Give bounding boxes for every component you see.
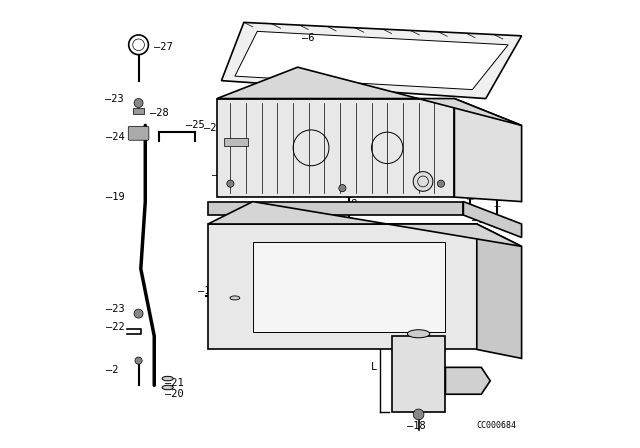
- Text: —6: —6: [302, 33, 315, 43]
- Text: —18: —18: [407, 421, 426, 431]
- Circle shape: [134, 99, 143, 108]
- Text: —2: —2: [106, 365, 118, 375]
- Text: —22: —22: [106, 322, 125, 332]
- Text: —17: —17: [436, 327, 454, 336]
- Text: —11: —11: [472, 244, 491, 254]
- Polygon shape: [454, 99, 522, 202]
- Text: —4: —4: [212, 170, 225, 180]
- Text: —23: —23: [106, 304, 125, 314]
- Text: —5: —5: [428, 170, 440, 180]
- Circle shape: [227, 180, 234, 187]
- Text: CC000684: CC000684: [477, 421, 517, 430]
- Circle shape: [413, 172, 433, 191]
- Ellipse shape: [408, 330, 430, 338]
- Text: —28: —28: [150, 108, 168, 118]
- Text: —25: —25: [186, 121, 204, 130]
- Polygon shape: [217, 67, 522, 125]
- Bar: [224, 138, 248, 146]
- Text: —26: —26: [204, 123, 222, 133]
- Polygon shape: [235, 31, 508, 90]
- Ellipse shape: [230, 296, 240, 300]
- Polygon shape: [445, 367, 490, 394]
- Text: —23: —23: [105, 94, 124, 103]
- FancyBboxPatch shape: [128, 126, 149, 140]
- Circle shape: [437, 180, 445, 187]
- Polygon shape: [392, 336, 445, 412]
- Polygon shape: [217, 99, 454, 197]
- Text: —12: —12: [230, 286, 248, 296]
- Polygon shape: [208, 202, 522, 246]
- Text: —27: —27: [154, 42, 173, 52]
- Text: —15: —15: [451, 280, 470, 289]
- Polygon shape: [208, 202, 463, 215]
- Text: —9: —9: [216, 239, 228, 249]
- Bar: [132, 108, 144, 114]
- Text: —13: —13: [198, 286, 217, 296]
- Polygon shape: [463, 202, 522, 237]
- Text: —24: —24: [106, 132, 125, 142]
- Polygon shape: [477, 224, 522, 358]
- Circle shape: [339, 185, 346, 192]
- Circle shape: [134, 309, 143, 318]
- Text: L: L: [371, 362, 377, 372]
- Circle shape: [413, 409, 424, 420]
- Ellipse shape: [162, 376, 173, 381]
- Text: —7: —7: [472, 179, 485, 189]
- Polygon shape: [221, 22, 522, 99]
- Text: —21: —21: [165, 378, 184, 388]
- Text: —19: —19: [106, 192, 125, 202]
- Circle shape: [135, 357, 142, 364]
- Text: —1: —1: [262, 141, 275, 151]
- Text: —8: —8: [345, 199, 357, 209]
- Text: —14: —14: [472, 215, 491, 224]
- Text: —16: —16: [436, 340, 455, 350]
- Ellipse shape: [162, 385, 173, 390]
- Text: —10: —10: [496, 179, 515, 189]
- Polygon shape: [253, 242, 445, 332]
- Polygon shape: [208, 224, 477, 349]
- Text: —20: —20: [165, 389, 184, 399]
- Text: —3: —3: [239, 132, 252, 142]
